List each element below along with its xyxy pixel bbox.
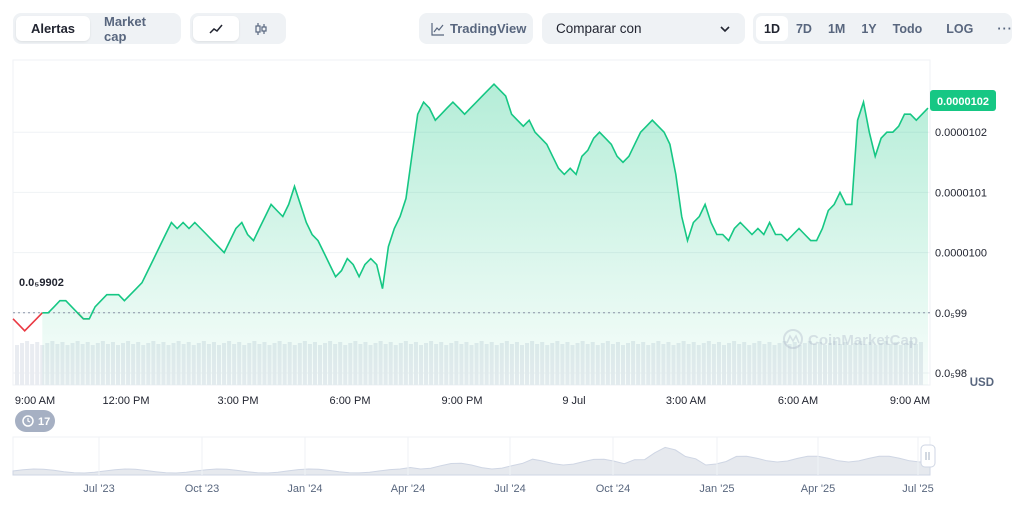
x-tick-label: 3:00 AM (666, 395, 706, 407)
volume-bar (35, 342, 40, 385)
events-badge[interactable]: 17 (15, 410, 55, 432)
timeframe-all[interactable]: Todo (892, 21, 923, 36)
baseline-label: 0.0₅9902 (19, 277, 64, 289)
y-tick-label: 0.0₅99 (935, 308, 967, 320)
history-icon (22, 415, 34, 427)
candlestick-icon (255, 22, 267, 35)
chart-trend-icon (431, 22, 444, 36)
compare-dropdown[interactable]: Comparar con (542, 13, 745, 44)
overview-tick-label: Jul '23 (83, 483, 114, 495)
log-toggle[interactable]: LOG (946, 21, 974, 36)
view-toggle: Alertas Market cap (13, 13, 181, 44)
overview-area (12, 446, 931, 476)
overview-tick-label: Jan '25 (699, 483, 734, 495)
compare-label: Comparar con (556, 21, 642, 36)
y-tick-label: 0.0000102 (935, 127, 987, 139)
overview-tick-label: Jul '24 (494, 483, 525, 495)
x-tick-label: 3:00 PM (218, 395, 259, 407)
x-axis: 9:00 AM 12:00 PM 3:00 PM 6:00 PM 9:00 PM 9 Ju… (15, 395, 930, 407)
overview-handle[interactable] (920, 444, 936, 468)
x-tick-label: 9:00 AM (890, 395, 930, 407)
volume-bar (15, 345, 19, 385)
overview-tick-label: Oct '24 (596, 483, 631, 495)
candlestick-button[interactable] (239, 16, 283, 41)
volume-bar (30, 344, 35, 385)
overview-axis: Jul '23 Oct '23 Jan '24 Apr '24 Jul '24 Oct '… (83, 437, 934, 495)
timeframe-1m[interactable]: 1M (827, 21, 846, 36)
tradingview-label: TradingView (450, 21, 527, 36)
x-tick-label: 6:00 AM (778, 395, 818, 407)
volume-bar (25, 341, 30, 385)
overview-tick-label: Jul '25 (902, 483, 933, 495)
x-tick-label: 9 Jul (562, 395, 585, 407)
timeframe-1d[interactable]: 1D (756, 16, 788, 41)
line-chart-icon (209, 24, 223, 34)
price-chart[interactable]: 0.0₅9902 0.0000102 0.0000101 0.0000100 0.0₅… (0, 55, 1024, 495)
events-count: 17 (38, 416, 50, 428)
price-area (42, 84, 929, 385)
overview-tick-label: Apr '25 (801, 483, 836, 495)
overview-tick-label: Oct '23 (185, 483, 220, 495)
line-chart-button[interactable] (193, 16, 239, 41)
y-tick-label: 0.0000101 (935, 187, 987, 199)
timeframe-1y[interactable]: 1Y (861, 21, 877, 36)
x-tick-label: 9:00 PM (442, 395, 483, 407)
more-button[interactable]: ··· (997, 21, 1013, 36)
currency-label: USD (970, 377, 994, 389)
overview-tick-label: Apr '24 (391, 483, 426, 495)
tradingview-button[interactable]: TradingView (419, 13, 533, 44)
y-tick-label: 0.0000100 (935, 248, 987, 260)
chart-type-toggle (190, 13, 286, 44)
volume-bar (40, 345, 45, 385)
price-tag-label: 0.0000102 (937, 96, 989, 108)
timeframe-7d[interactable]: 7D (795, 21, 812, 36)
tab-market-cap[interactable]: Market cap (104, 13, 146, 44)
price-tag (930, 90, 996, 111)
price-line (42, 82, 929, 320)
chevron-down-icon (720, 25, 730, 32)
x-tick-label: 6:00 PM (330, 395, 371, 407)
x-tick-label: 9:00 AM (15, 395, 55, 407)
timeframe-selector: 1D 7D 1M 1Y Todo LOG ··· (753, 13, 1012, 44)
y-tick-label: 0.0₅98 (935, 368, 967, 380)
tab-alerts[interactable]: Alertas (16, 16, 90, 41)
coinmarketcap-watermark: CoinMarketCap (783, 329, 918, 349)
x-tick-label: 12:00 PM (102, 395, 149, 407)
watermark-text: CoinMarketCap (808, 332, 918, 349)
y-axis: 0.0000102 0.0000101 0.0000100 0.0₅99 0.0₅98 (935, 127, 987, 380)
overview-tick-label: Jan '24 (287, 483, 322, 495)
volume-bar (20, 343, 25, 385)
